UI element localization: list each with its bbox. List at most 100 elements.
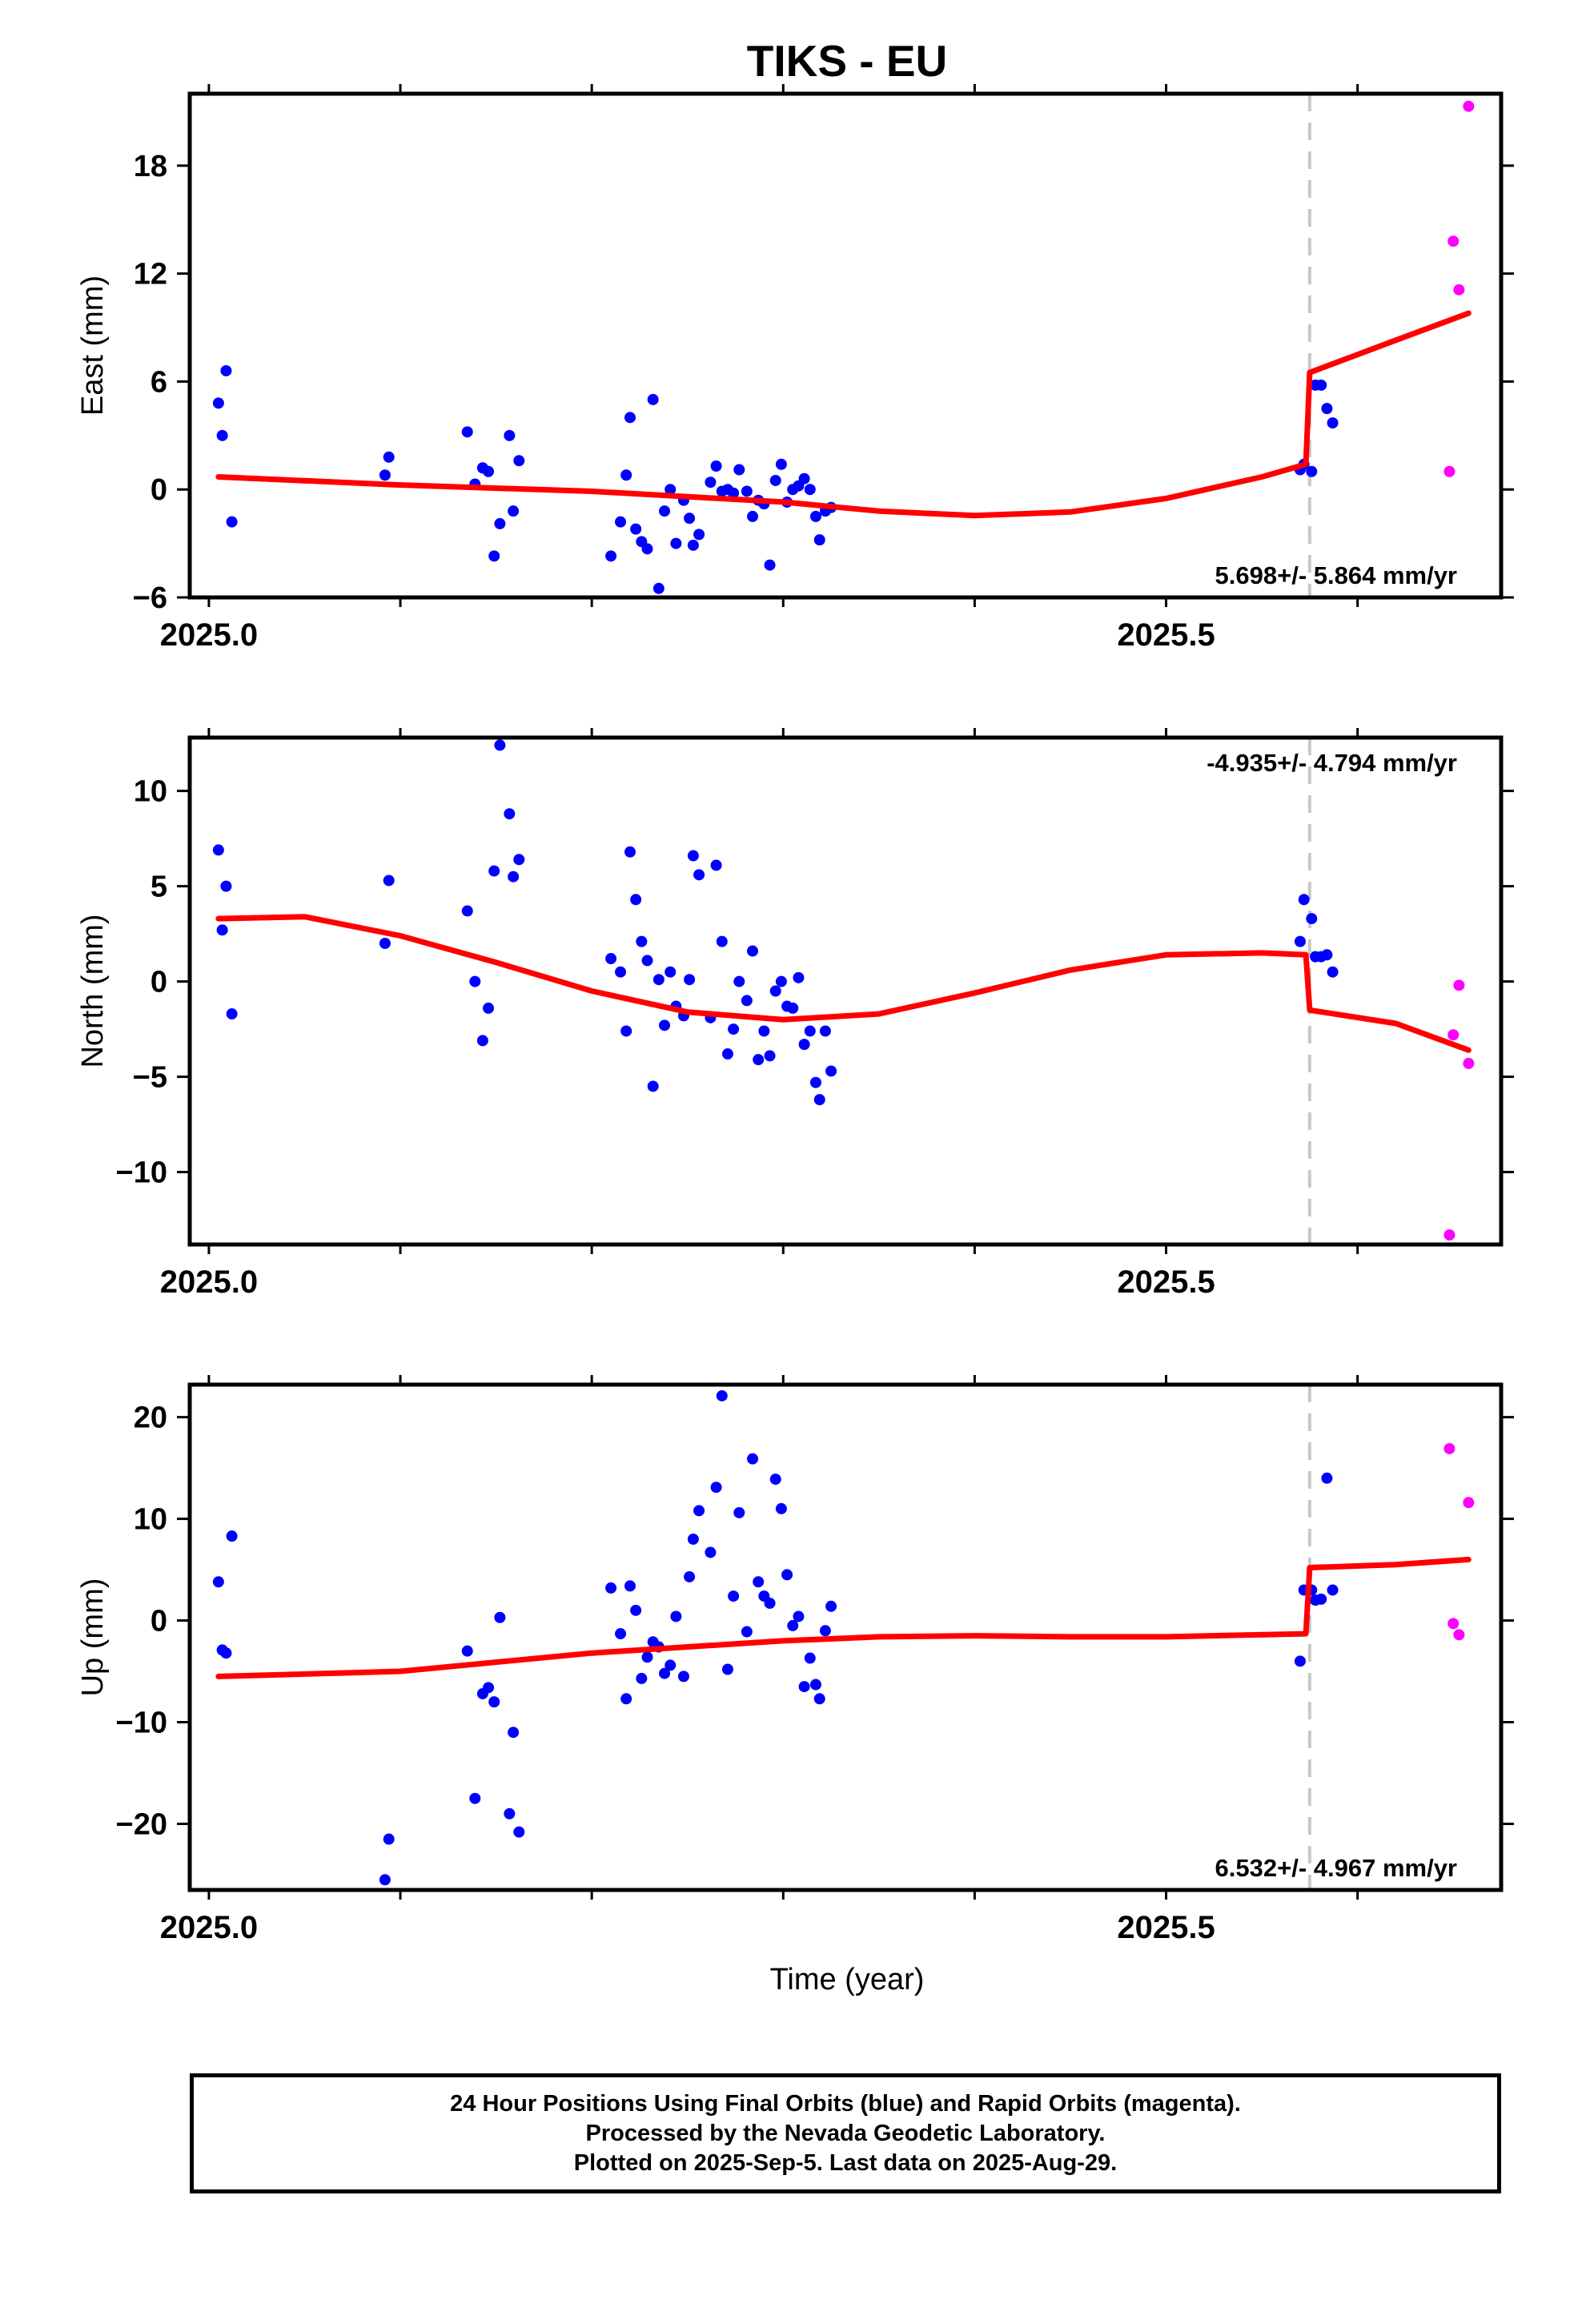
up-final-orbit-point [488,1696,500,1708]
east-final-orbit-point [728,487,740,499]
up-final-orbit-point [793,1610,805,1622]
north-final-orbit-point [630,894,642,906]
up-final-orbit-point [659,1667,671,1679]
north-final-orbit-point [793,971,805,983]
north-model-line [215,914,1472,1053]
up-rapid-orbit-point [1453,1629,1465,1641]
up-final-orbit-point [513,1826,525,1838]
north-final-orbit-point [641,955,653,967]
east-final-orbit-point [383,451,395,463]
up-final-orbit-point [469,1792,481,1804]
up-final-orbit-point [787,1619,799,1631]
east-final-orbit-point [494,517,506,529]
east-final-orbit-point [615,516,627,528]
footnote-line-2: Processed by the Nevada Geodetic Laborat… [585,2120,1106,2146]
east-final-orbit-point [641,543,653,555]
east-rapid-orbit-point [1463,100,1475,112]
east-final-orbit-point [226,516,238,528]
east-y-tick-label: 6 [151,365,167,399]
up-final-orbit-point [504,1807,516,1819]
north-final-orbit-point [483,1002,495,1014]
east-final-orbit-point [705,476,717,489]
east-final-orbit-point [513,455,525,467]
east-final-orbit-point [809,510,821,522]
up-final-orbit-point [605,1582,617,1594]
up-final-orbit-point [775,1502,787,1514]
up-rate-label: 6.532+/- 4.967 mm/yr [1215,1854,1457,1882]
north-final-orbit-point [615,966,627,978]
east-final-orbit-point [461,426,473,438]
up-x-tick-label: 2025.5 [1117,1910,1215,1945]
north-final-orbit-point [620,1025,632,1037]
north-rapid-orbit-point [1443,1229,1456,1241]
east-final-orbit-point [804,484,816,496]
north-final-orbit-point [728,1023,740,1035]
east-panel: −6 0 6 12 18 2025.0 2025.5 East (mm) 5.698+/- 5.… [76,84,1514,653]
up-final-orbit-point [1321,1472,1333,1484]
north-y-tick-label: −10 [116,1156,167,1190]
up-rapid-orbit-point [1443,1442,1456,1454]
north-rapid-orbit-point [1463,1057,1475,1069]
east-final-orbit-point [652,582,665,594]
up-final-orbit-point [804,1652,816,1664]
east-final-orbit-point [504,429,516,441]
east-final-orbit-point [220,364,232,376]
up-final-orbit-point [220,1647,232,1659]
north-rate-label: -4.935+/- 4.794 mm/yr [1207,749,1457,777]
north-x-tick-label: 2025.5 [1117,1265,1215,1300]
north-final-orbit-point [798,1039,810,1051]
east-final-orbit-point [508,505,520,517]
up-final-orbit-point [769,1474,781,1486]
north-final-orbit-point [461,905,473,917]
up-final-orbit-point [379,1874,391,1886]
north-y-axis-label: North (mm) [76,914,110,1068]
up-final-orbit-point [747,1453,759,1465]
east-final-orbit-point [488,550,500,562]
north-final-orbit-point [605,953,617,965]
up-final-orbit-point [781,1569,793,1581]
north-final-orbit-point [488,865,500,877]
north-final-orbit-point [476,1035,488,1047]
north-final-orbit-point [652,974,665,986]
east-final-orbit-point [630,523,642,535]
north-y-tick-label: 0 [151,966,167,999]
north-final-orbit-point [809,1076,821,1088]
east-model-line [215,310,1472,519]
up-final-orbit-point [226,1530,238,1542]
north-final-orbit-point [659,1019,671,1031]
east-final-orbit-point [813,534,825,546]
up-final-orbit-point [636,1672,648,1684]
up-final-orbit-point [677,1671,689,1683]
up-final-orbit-point [383,1833,395,1845]
up-final-orbit-point [1327,1584,1339,1596]
north-final-orbit-point [226,1008,238,1020]
up-final-orbit-point [710,1482,722,1494]
north-final-orbit-point [721,1048,733,1060]
up-final-orbit-point [670,1610,682,1622]
up-final-orbit-point [494,1611,506,1623]
east-final-orbit-point [693,529,705,541]
east-final-orbit-point [659,505,671,517]
north-final-orbit-point [733,975,745,987]
north-final-orbit-point [504,808,516,820]
east-y-tick-label: 12 [134,258,167,292]
north-final-orbit-point [1321,949,1333,961]
x-axis-label: Time (year) [770,1963,925,1996]
up-final-orbit-point [825,1600,837,1612]
north-final-orbit-point [825,1065,837,1077]
up-final-orbit-point [687,1533,699,1545]
footnote-line-3: Plotted on 2025-Sep-5. Last data on 2025… [573,2149,1118,2176]
east-final-orbit-point [741,485,753,497]
up-final-orbit-point [630,1604,642,1616]
east-final-orbit-point [605,550,617,562]
up-final-orbit-point [665,1659,677,1671]
north-final-orbit-point [212,844,224,856]
up-final-orbit-point [615,1628,627,1640]
up-rapid-orbit-point [1463,1497,1475,1509]
up-y-tick-label: −10 [116,1707,167,1740]
north-y-tick-label: 5 [151,870,167,904]
north-final-orbit-point [220,880,232,892]
north-final-orbit-point [813,1094,825,1106]
east-x-tick-label: 2025.0 [160,617,258,653]
east-final-orbit-point [798,472,810,485]
